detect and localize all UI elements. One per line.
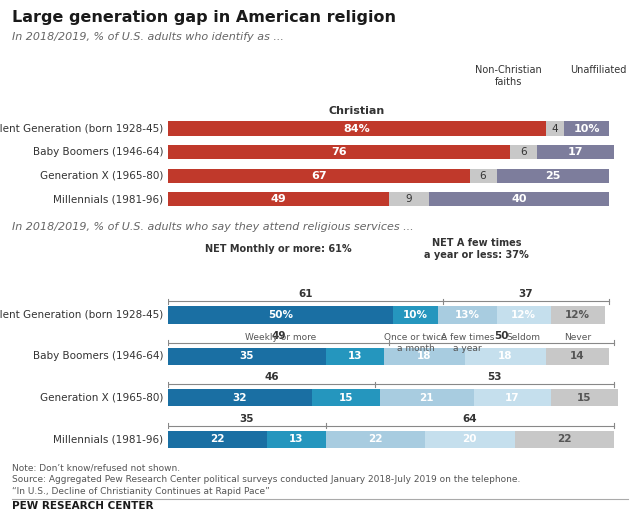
Text: Source: Aggregated Pew Research Center political surveys conducted January 2018-: Source: Aggregated Pew Research Center p… <box>12 475 520 484</box>
Bar <box>267 431 326 448</box>
Text: Once or twice
a month: Once or twice a month <box>384 333 447 353</box>
Bar <box>168 122 546 135</box>
Text: 46: 46 <box>264 373 279 382</box>
Text: 50%: 50% <box>268 310 293 320</box>
Text: Silent Generation (born 1928-45): Silent Generation (born 1928-45) <box>0 310 163 320</box>
Text: 18: 18 <box>417 351 432 361</box>
Bar <box>326 347 384 365</box>
Bar <box>465 347 546 365</box>
Text: 35: 35 <box>239 414 254 424</box>
Bar <box>515 431 614 448</box>
Text: 76: 76 <box>331 147 347 157</box>
Text: 22: 22 <box>211 434 225 444</box>
Text: Large generation gap in American religion: Large generation gap in American religio… <box>12 10 396 25</box>
Text: Millennials (1981-96): Millennials (1981-96) <box>53 194 163 204</box>
Text: Unaffiliated: Unaffiliated <box>570 65 627 75</box>
Bar <box>168 169 470 183</box>
Text: 20: 20 <box>462 434 477 444</box>
Bar <box>168 192 388 206</box>
Text: 84%: 84% <box>344 124 371 133</box>
Bar <box>564 122 609 135</box>
Text: 49: 49 <box>271 331 285 341</box>
Bar <box>388 192 429 206</box>
Text: NET Monthly or more: 61%: NET Monthly or more: 61% <box>205 244 352 254</box>
Text: A few times
a year: A few times a year <box>440 333 494 353</box>
Bar <box>424 431 515 448</box>
Text: 25: 25 <box>545 171 561 181</box>
Text: Never: Never <box>564 333 591 342</box>
Text: Generation X (1965-80): Generation X (1965-80) <box>40 171 163 181</box>
Text: 9: 9 <box>405 194 412 204</box>
Bar <box>326 431 424 448</box>
Text: Non-Christian
faiths: Non-Christian faiths <box>476 65 542 87</box>
Bar <box>510 145 537 159</box>
Text: 6: 6 <box>520 147 527 157</box>
Text: Seldom: Seldom <box>506 333 541 342</box>
Text: PEW RESEARCH CENTER: PEW RESEARCH CENTER <box>12 501 154 511</box>
Bar <box>470 169 497 183</box>
Text: 6: 6 <box>480 171 486 181</box>
Bar <box>168 306 393 323</box>
Text: 14: 14 <box>570 351 585 361</box>
Bar <box>168 389 312 406</box>
Bar <box>550 306 605 323</box>
Bar <box>438 306 497 323</box>
Text: 21: 21 <box>419 393 434 403</box>
Bar <box>550 389 618 406</box>
Text: 12%: 12% <box>565 310 590 320</box>
Text: 22: 22 <box>368 434 382 444</box>
Text: Generation X (1965-80): Generation X (1965-80) <box>40 393 163 403</box>
Text: “In U.S., Decline of Christianity Continues at Rapid Pace”: “In U.S., Decline of Christianity Contin… <box>12 487 269 496</box>
Text: Weekly or more: Weekly or more <box>245 333 316 342</box>
Text: 15: 15 <box>339 393 353 403</box>
Text: 37: 37 <box>518 289 533 299</box>
Text: 32: 32 <box>233 393 247 403</box>
Text: 18: 18 <box>499 351 513 361</box>
Text: 17: 17 <box>568 147 583 157</box>
Text: 13%: 13% <box>455 310 480 320</box>
Text: 17: 17 <box>505 393 520 403</box>
Text: Christian: Christian <box>329 106 385 115</box>
Text: In 2018/2019, % of U.S. adults who say they attend religious services ...: In 2018/2019, % of U.S. adults who say t… <box>12 222 413 232</box>
Text: 13: 13 <box>348 351 362 361</box>
Bar <box>380 389 474 406</box>
Text: Baby Boomers (1946-64): Baby Boomers (1946-64) <box>33 351 163 361</box>
Bar <box>312 389 380 406</box>
Bar <box>546 347 609 365</box>
Text: Silent Generation (born 1928-45): Silent Generation (born 1928-45) <box>0 124 163 133</box>
Text: 12%: 12% <box>511 310 536 320</box>
Bar <box>168 431 267 448</box>
Text: 35: 35 <box>239 351 254 361</box>
Text: 13: 13 <box>289 434 303 444</box>
Text: 50: 50 <box>493 331 508 341</box>
Text: NET A few times
a year or less: 37%: NET A few times a year or less: 37% <box>424 238 529 261</box>
Bar <box>384 347 465 365</box>
Text: 10%: 10% <box>573 124 600 133</box>
Text: 10%: 10% <box>403 310 428 320</box>
Text: Baby Boomers (1946-64): Baby Boomers (1946-64) <box>33 147 163 157</box>
Text: 22: 22 <box>557 434 572 444</box>
Bar <box>497 306 550 323</box>
Text: 64: 64 <box>462 414 477 424</box>
Text: 40: 40 <box>511 194 527 204</box>
Bar <box>497 169 609 183</box>
Bar <box>393 306 438 323</box>
Text: 61: 61 <box>298 289 312 299</box>
Bar <box>537 145 614 159</box>
Text: 53: 53 <box>487 373 502 382</box>
Text: Millennials (1981-96): Millennials (1981-96) <box>53 434 163 444</box>
Bar <box>168 347 326 365</box>
Text: 4: 4 <box>552 124 558 133</box>
Text: 67: 67 <box>311 171 326 181</box>
Bar <box>546 122 564 135</box>
Text: 15: 15 <box>577 393 591 403</box>
Text: In 2018/2019, % of U.S. adults who identify as ...: In 2018/2019, % of U.S. adults who ident… <box>12 32 284 42</box>
Text: 49: 49 <box>270 194 286 204</box>
Bar <box>429 192 609 206</box>
Text: Note: Don’t know/refused not shown.: Note: Don’t know/refused not shown. <box>12 463 180 472</box>
Bar <box>474 389 550 406</box>
Bar <box>168 145 510 159</box>
